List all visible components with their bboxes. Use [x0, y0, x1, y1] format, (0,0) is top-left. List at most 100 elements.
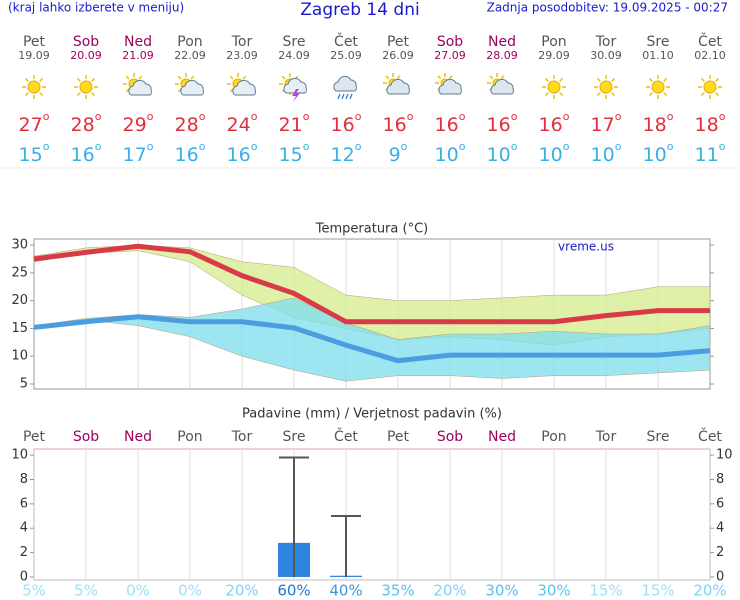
- max-temp-value: 28: [175, 114, 199, 136]
- cloud: [490, 78, 514, 95]
- sun-ray: [544, 77, 549, 82]
- min-temp: 11o: [695, 140, 726, 166]
- y-tick-label: 15: [11, 321, 28, 336]
- precip-probability: 60%: [277, 582, 310, 600]
- precip-probability: 20%: [225, 582, 258, 600]
- degree-mark: o: [251, 110, 258, 123]
- degree-mark: o: [563, 140, 570, 153]
- precip-probability: 35%: [381, 582, 414, 600]
- sun-ray: [396, 75, 401, 80]
- sun-ray: [39, 77, 44, 82]
- degree-mark: o: [43, 110, 50, 123]
- min-temp: 9o: [389, 140, 408, 166]
- y-tick-label: 30: [11, 238, 28, 253]
- min-temp: 10o: [643, 140, 674, 166]
- weather-icon: [542, 75, 566, 99]
- day-name: Sre: [647, 34, 670, 50]
- degree-mark: o: [251, 140, 258, 153]
- precip-day-name: Tor: [231, 429, 253, 445]
- rain-drop: [349, 93, 353, 100]
- precip-day-name: Sre: [283, 429, 306, 445]
- min-temp: 15o: [279, 140, 310, 166]
- degree-mark: o: [95, 110, 102, 123]
- weather-icon: [435, 73, 462, 95]
- day-date: 23.09: [226, 49, 258, 62]
- precip-day-name: Pon: [177, 429, 202, 445]
- max-temp-value: 29: [123, 114, 147, 136]
- min-temp: 16o: [71, 140, 102, 166]
- sun-ray: [24, 92, 29, 97]
- y-tick-label: 5: [20, 377, 28, 392]
- y-tick-label: 6: [20, 496, 28, 511]
- day-date: 21.09: [122, 49, 154, 62]
- max-temp: 16o: [487, 110, 518, 136]
- weather-icon: [22, 75, 46, 99]
- weather-icon: [175, 73, 204, 96]
- sun-ray: [138, 75, 143, 80]
- max-temp: 16o: [383, 110, 414, 136]
- max-temp: 16o: [331, 110, 362, 136]
- weather-icon: [487, 73, 514, 95]
- degree-mark: o: [615, 110, 622, 123]
- sun-ray: [663, 92, 668, 97]
- weather-icon: [646, 75, 670, 99]
- day-name: Pon: [541, 34, 566, 50]
- precip-probability: 30%: [485, 582, 518, 600]
- precip-day-name: Tor: [595, 429, 617, 445]
- rain-drop: [337, 93, 341, 100]
- day-name: Ned: [124, 34, 152, 50]
- cloud: [438, 78, 462, 95]
- max-temp-value: 16: [435, 114, 459, 136]
- max-temp-value: 27: [19, 114, 43, 136]
- sun-ray: [229, 75, 234, 80]
- min-temp-value: 10: [435, 144, 459, 166]
- sun-ray: [700, 92, 705, 97]
- cloud: [333, 75, 357, 92]
- precip-probability: 30%: [537, 582, 570, 600]
- min-temp-value: 16: [227, 144, 251, 166]
- sun-ray: [242, 75, 247, 80]
- sun-ray: [715, 77, 720, 82]
- cloud: [283, 77, 307, 94]
- degree-mark: o: [511, 140, 518, 153]
- max-temp-value: 18: [643, 114, 667, 136]
- day-name: Pon: [177, 34, 202, 50]
- header-title: Zagreb 14 dni: [300, 0, 419, 20]
- max-temp: 28o: [175, 110, 206, 136]
- temp-line: [33, 243, 710, 325]
- sun-ray: [125, 88, 130, 93]
- sun-ray: [715, 92, 720, 97]
- precip-probability: 15%: [641, 582, 674, 600]
- max-temp-value: 21: [279, 114, 303, 136]
- min-temp: 10o: [539, 140, 570, 166]
- degree-mark: o: [615, 140, 622, 153]
- degree-mark: o: [719, 110, 726, 123]
- sun-ray: [177, 88, 182, 93]
- sun-ray: [76, 92, 81, 97]
- lightning: [292, 89, 300, 102]
- degree-mark: o: [147, 140, 154, 153]
- y-tick-label: 10: [11, 448, 28, 463]
- cloud: [180, 79, 204, 96]
- sun-ray: [91, 77, 96, 82]
- sun-ray: [177, 75, 182, 80]
- max-temp-value: 16: [539, 114, 563, 136]
- precip-probability: 0%: [126, 582, 150, 600]
- sun-ray: [611, 92, 616, 97]
- degree-mark: o: [719, 140, 726, 153]
- sun-ray: [24, 77, 29, 82]
- day-name: Sob: [73, 34, 99, 50]
- min-temp-value: 17: [123, 144, 147, 166]
- degree-mark: o: [43, 140, 50, 153]
- sun-ray: [544, 92, 549, 97]
- day-date: 28.09: [486, 49, 518, 62]
- temp-line: [33, 314, 711, 364]
- precip-day-name: Sre: [647, 429, 670, 445]
- degree-mark: o: [355, 140, 362, 153]
- sun-disc: [547, 80, 561, 94]
- precip-day-name: Pet: [387, 429, 410, 445]
- day-date: 02.10: [694, 49, 726, 62]
- y-tick-label: 4: [20, 521, 28, 536]
- min-temp: 12o: [331, 140, 362, 166]
